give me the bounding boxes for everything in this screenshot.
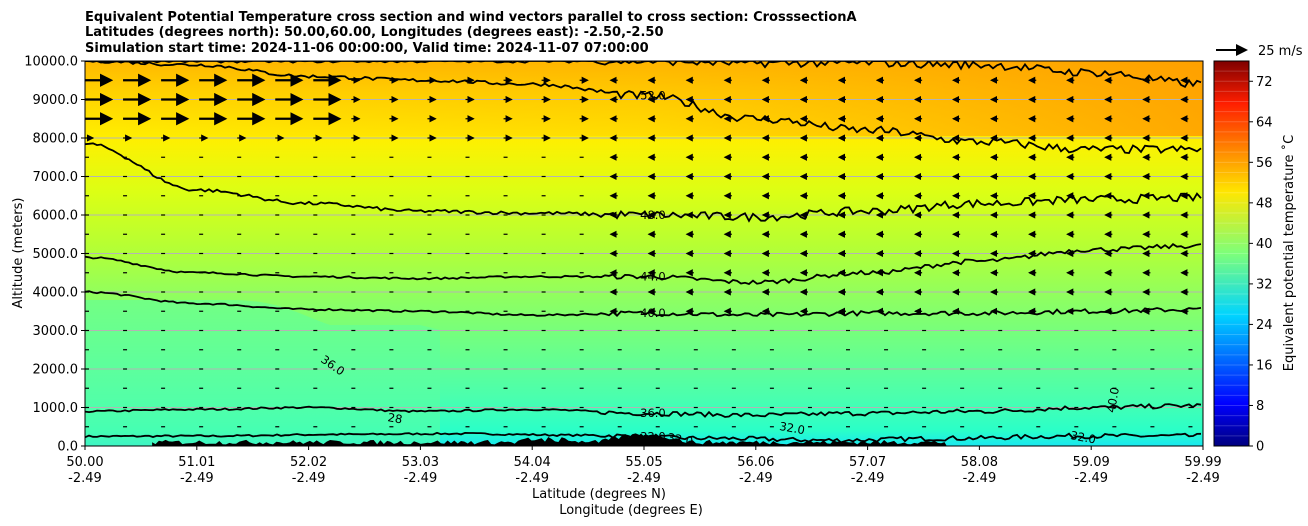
quiver-key-label: 25 m/s [1258, 44, 1303, 59]
y-tick-label: 1000.0 [33, 401, 79, 416]
colorbar-tick-label: 8 [1256, 399, 1264, 414]
x-tick-label-longitude: -2.49 [627, 471, 661, 486]
chart-title-line-1: Equivalent Potential Temperature cross s… [85, 10, 857, 25]
x-tick-label-longitude: -2.49 [515, 471, 549, 486]
x-tick-label-latitude: 55.05 [625, 455, 662, 470]
colorbar-frame [1213, 60, 1250, 447]
x-tick-label-latitude: 56.06 [737, 455, 774, 470]
chart-title-line-3: Simulation start time: 2024-11-06 00:00:… [85, 41, 649, 56]
x-axis-ticks: 50.00-2.4951.01-2.4952.02-2.4953.03-2.49… [66, 446, 1222, 486]
y-tick-label: 6000.0 [33, 209, 79, 224]
colorbar-tick-label: 0 [1256, 440, 1264, 455]
plot-area: 32.036.040.044.048.052.0 36.032.02832.04… [85, 61, 1203, 448]
minor-contour-label: 32.0 [1069, 428, 1097, 446]
colorbar-tick-label: 40 [1256, 237, 1273, 252]
wind-vectors [85, 73, 1193, 428]
colorbar-gradient [1214, 61, 1249, 446]
y-tick-label: 5000.0 [33, 247, 79, 262]
x-tick-label-longitude: -2.49 [292, 471, 326, 486]
colorbar-tick-label: 56 [1256, 156, 1273, 171]
y-tick-label: 4000.0 [33, 286, 79, 301]
x-tick-label-longitude: -2.49 [739, 471, 773, 486]
contour-label-44.0: 44.0 [640, 270, 666, 284]
x-tick-label-longitude: -2.49 [851, 471, 885, 486]
contour-line-56.0 [85, 61, 1202, 88]
x-tick-label-latitude: 58.08 [961, 455, 998, 470]
colorbar-tick-label: 24 [1256, 318, 1273, 333]
colorbar-tick-label: 48 [1256, 196, 1273, 211]
contour-line-48.0 [85, 142, 1202, 223]
colorbar: 0 8 16 24 32 40 48 56 64 72 [1213, 60, 1273, 455]
contour-line-36.0 [85, 402, 1202, 418]
x-tick-label-latitude: 57.07 [849, 455, 886, 470]
contour-line-44.0 [85, 243, 1202, 286]
colorbar-bands [1214, 70, 1249, 437]
contour-label-40.0: 40.0 [640, 306, 666, 320]
y-tick-label: 10000.0 [24, 55, 78, 70]
x-tick-label-latitude: 59.09 [1073, 455, 1110, 470]
colorbar-tick-label: 64 [1256, 115, 1273, 130]
contour-label-36.0: 36.0 [640, 406, 666, 420]
y-tick-label: 3000.0 [33, 324, 79, 339]
x-tick-label-latitude: 54.04 [514, 455, 551, 470]
contour-lines: 32.036.040.044.048.052.0 [85, 61, 1202, 444]
colorbar-tick-label: 32 [1256, 277, 1273, 292]
x-axis-label-latitude: Latitude (degrees N) [532, 487, 666, 502]
y-tick-label: 2000.0 [33, 363, 79, 378]
x-tick-label-latitude: 52.02 [290, 455, 327, 470]
x-tick-label-latitude: 50.00 [66, 455, 103, 470]
terrain-silhouette [152, 433, 947, 446]
theta-e-field-top-right-shade [85, 61, 1203, 136]
x-tick-label-longitude: -2.49 [404, 471, 438, 486]
x-tick-label-latitude: 53.03 [402, 455, 439, 470]
x-tick-label-latitude: 59.99 [1184, 455, 1221, 470]
chart-title-line-2: Latitudes (degrees north): 50.00,60.00, … [85, 25, 664, 40]
y-tick-label: 9000.0 [33, 93, 79, 108]
contour-line-52.0 [85, 61, 1202, 155]
minor-contour-label: 40.0 [1104, 386, 1122, 414]
contour-line-40.0 [85, 290, 1202, 318]
x-tick-label-longitude: -2.49 [180, 471, 214, 486]
x-tick-label-longitude: -2.49 [1186, 471, 1220, 486]
y-axis-ticks: 0.0 1000.0 2000.0 3000.0 4000.0 5000.0 6000.0 7… [24, 55, 85, 455]
minor-contour-label: 32.0 [666, 430, 694, 448]
y-axis-label: Altitude (meters) [11, 198, 26, 309]
x-tick-label-latitude: 51.01 [178, 455, 215, 470]
gridlines [85, 99, 1203, 408]
colorbar-tick-label: 72 [1256, 75, 1273, 90]
y-tick-label: 0.0 [57, 440, 78, 455]
minor-contour-label: 28 [387, 410, 404, 426]
x-tick-label-longitude: -2.49 [1074, 471, 1108, 486]
x-axis-label-longitude: Longitude (degrees E) [559, 503, 703, 518]
x-tick-label-longitude: -2.49 [68, 471, 102, 486]
y-tick-label: 7000.0 [33, 170, 79, 185]
colorbar-label: Equivalent potential temperature ˚C [1281, 135, 1297, 371]
x-tick-label-longitude: -2.49 [963, 471, 997, 486]
colorbar-tick-label: 16 [1256, 358, 1273, 373]
minor-contour-label: 32.0 [778, 419, 806, 437]
colorbar-ticks: 0 8 16 24 32 40 48 56 64 72 [1249, 75, 1273, 455]
y-tick-label: 8000.0 [33, 132, 79, 147]
contour-label-52.0: 52.0 [640, 88, 666, 102]
